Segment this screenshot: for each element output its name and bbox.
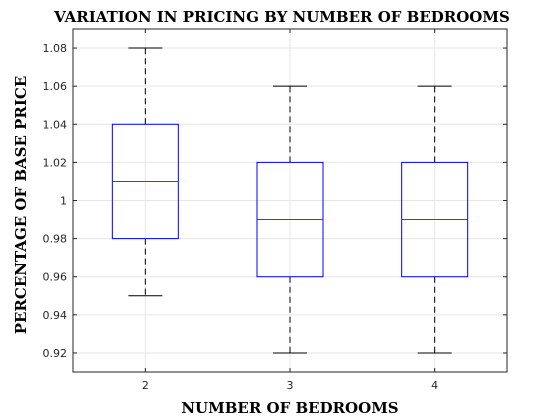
- plot-area-frame: [72, 28, 508, 373]
- x-tick-label: 3: [287, 379, 294, 392]
- y-tick-label: 1.02: [43, 156, 68, 169]
- y-tick-label: 1.04: [43, 118, 68, 131]
- box-series: [111, 47, 469, 354]
- chart-title: VARIATION IN PRICING BY NUMBER OF BEDROO…: [53, 8, 510, 26]
- y-tick-label: 0.96: [43, 271, 68, 284]
- x-axis-ticks: 2 3 4: [142, 29, 438, 392]
- y-tick-label: 1.08: [43, 42, 68, 55]
- x-tick-label: 2: [142, 379, 149, 392]
- y-tick-label: 0.98: [43, 233, 68, 246]
- y-tick-label: 1.06: [43, 80, 68, 93]
- y-tick-label: 0.94: [43, 309, 68, 322]
- x-tick-label: 4: [431, 379, 438, 392]
- y-tick-label: 0.92: [43, 347, 68, 360]
- box-group: [401, 85, 469, 354]
- box-group: [111, 47, 179, 297]
- y-axis-ticks: 0.92 0.94 0.96 0.98 1 1.02 1.04 1.06 1.08: [43, 42, 507, 360]
- box-group: [256, 85, 324, 354]
- y-tick-label: 1: [60, 195, 67, 208]
- y-axis-label: PERCENTAGE OF BASE PRICE: [12, 76, 30, 335]
- x-axis-label: NUMBER OF BEDROOMS: [181, 399, 398, 417]
